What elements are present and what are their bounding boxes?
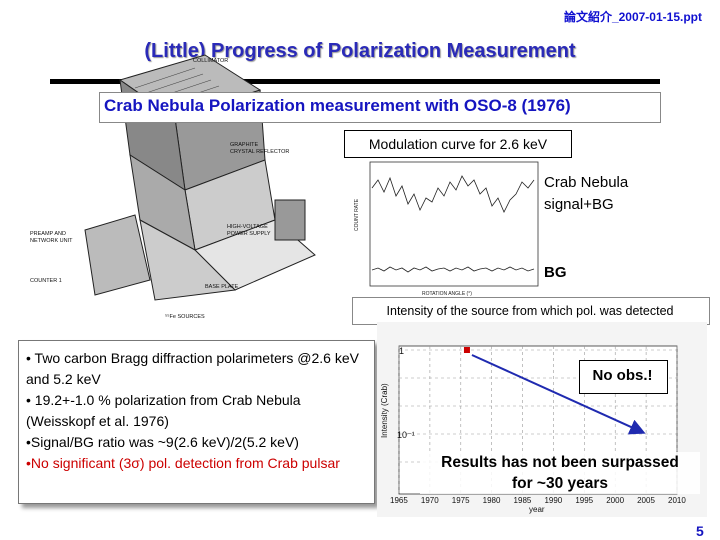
x-tick-label: 1980 [483, 496, 501, 505]
label-hv2: POWER SUPPLY [227, 231, 271, 237]
file-name-header: 論文紹介_2007-01-15.ppt [563, 10, 702, 24]
y-tick-0.1: 10⁻¹ [397, 430, 415, 440]
x-tick-label: 2005 [637, 496, 655, 505]
intensity-ylabel: Intensity (Crab) [380, 383, 389, 438]
page-number: 5 [696, 523, 704, 539]
trend-arrow [471, 354, 646, 435]
x-tick-label: 1985 [514, 496, 532, 505]
label-baseplate: BASE PLATE [205, 284, 239, 290]
bullet-item: • 19.2+-1.0 % polarization from Crab Neb… [26, 392, 301, 429]
bullet-item: • Two carbon Bragg diffraction polarimet… [26, 350, 359, 387]
x-tick-label: 2000 [606, 496, 624, 505]
label-preamp: PREAMP AND [30, 231, 66, 237]
x-tick-label: 1995 [575, 496, 593, 505]
bullets-box [18, 340, 375, 504]
slide-title: (Little) Progress of Polarization Measur… [144, 40, 576, 62]
svg-text:COUNT RATE: COUNT RATE [354, 198, 360, 231]
x-tick-label: 2010 [668, 496, 686, 505]
results-line2: for ~30 years [511, 475, 609, 492]
results-note: Results has not been surpassed for ~30 y… [420, 452, 700, 494]
label-hv1: HIGH-VOLTAGE [227, 224, 268, 230]
bg-curve [371, 266, 535, 273]
bg-label: BG [544, 264, 567, 281]
label-counter: COUNTER 1 [30, 278, 62, 284]
title-divider [50, 79, 660, 84]
slide-subtitle: Crab Nebula Polarization measurement wit… [104, 96, 571, 115]
intensity-xlabel: year [529, 505, 545, 514]
intensity-plot-label: Intensity of the source from which pol. … [386, 304, 674, 318]
no-obs-box [579, 360, 668, 394]
bullet-item: •Signal/BG ratio was ~9(2.6 keV)/2(5.2 k… [26, 434, 299, 450]
modulation-curve-label: Modulation curve for 2.6 keV [344, 130, 572, 158]
x-tick-label: 1990 [544, 496, 562, 505]
bullet-list: • Two carbon Bragg diffraction polarimet… [26, 348, 371, 474]
results-line1: Results has not been surpassed [441, 454, 679, 471]
signal-bg-curve [371, 175, 535, 213]
label-graphite: GRAPHITE [230, 142, 258, 148]
modulation-xlabel: ROTATION ANGLE (°) [422, 291, 472, 297]
label-network: NETWORK UNIT [30, 238, 73, 244]
label-collimator: COLLIMATOR [193, 58, 228, 64]
crab-signal-line2: signal+BG [544, 196, 614, 213]
subtitle-box [99, 92, 661, 123]
y-tick-1: 1 [399, 346, 404, 356]
crab-signal-line1: Crab Nebula [544, 174, 629, 191]
no-obs-label: No obs.! [592, 367, 653, 384]
data-point-oso8 [463, 347, 470, 353]
modulation-curve-plot: COUNT RATE ROTATION ANGLE (°) [354, 161, 539, 297]
x-tick-label: 1965 [390, 496, 408, 505]
crab-signal-label: Crab Nebula signal+BG [544, 172, 628, 216]
x-tick-label: 1975 [452, 496, 470, 505]
instrument-diagram: COLLIMATOR GRAPHITE CRYSTAL REFLECTOR PR… [30, 54, 316, 320]
x-tick-label: 1970 [421, 496, 439, 505]
label-source: ⁵⁵Fe SOURCES [165, 313, 205, 320]
bullet-item-highlight: •No significant (3σ) pol. detection from… [26, 455, 340, 471]
label-crystal: CRYSTAL REFLECTOR [230, 149, 289, 155]
